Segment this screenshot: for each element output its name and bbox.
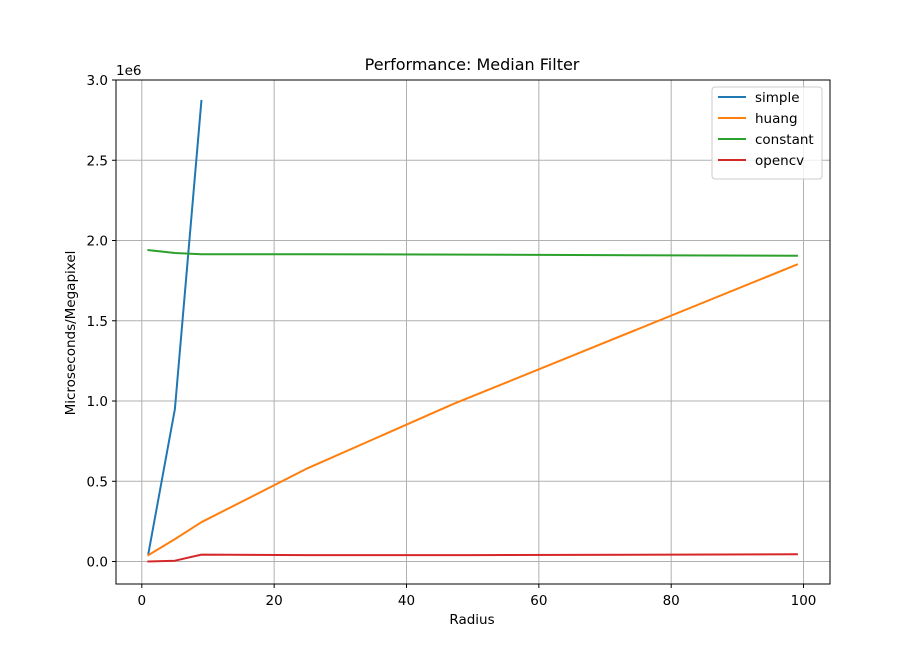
y-axis-title: Microseconds/Megapixel [63,251,79,416]
x-tick-label: 20 [266,593,283,609]
y-tick-label: 1.0 [87,394,108,410]
legend-box [711,86,823,180]
chart-title: Performance: Median Filter [365,55,580,74]
y-tick-label: 3.0 [87,73,108,89]
series-group [147,99,799,563]
legend-label-simple: simple [755,90,800,106]
x-tick-label: 40 [398,593,415,609]
x-tick-label: 100 [791,593,817,609]
plot-frame [115,79,831,585]
y-tick-label: 2.0 [87,234,108,250]
y-offset-label: 1e6 [116,63,141,79]
legend-label-opencv: opencv [755,153,804,169]
x-axis-title: Radius [449,612,494,628]
axis-ticks: 0 20 40 60 80 100 0.0 0.5 1.0 1.5 2.0 2.5 3.0 [87,73,817,609]
series-line-opencv [147,553,798,563]
legend: simple huang constant opencv [711,86,823,180]
x-tick-label: 60 [530,593,547,609]
series-line-huang [147,263,799,557]
series-line-simple [147,99,203,555]
x-tick-label: 0 [138,593,147,609]
legend-label-huang: huang [755,111,798,127]
y-tick-label: 1.5 [87,314,108,330]
series-line-constant [147,248,798,257]
y-tick-label: 0.5 [87,474,108,490]
y-tick-label: 2.5 [87,153,108,169]
legend-label-constant: constant [755,132,814,148]
x-tick-label: 80 [663,593,680,609]
y-tick-label: 0.0 [87,555,108,571]
